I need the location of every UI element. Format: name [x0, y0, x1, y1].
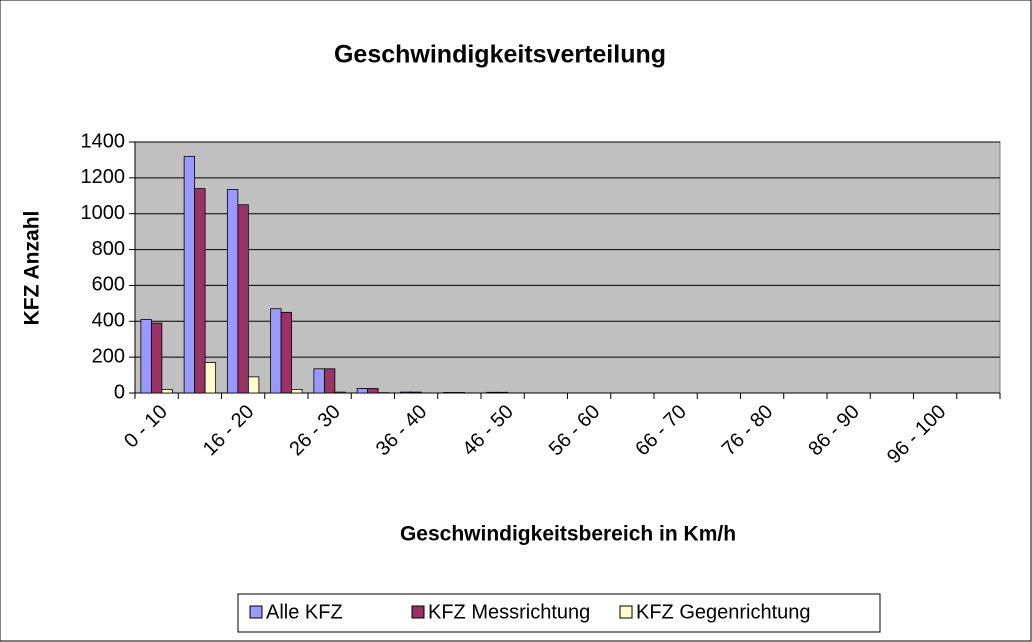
y-tick-label: 0	[114, 381, 125, 403]
bar	[183, 155, 196, 394]
y-tick-label: 1400	[81, 130, 126, 152]
bar	[280, 311, 293, 394]
y-tick-label: 600	[92, 274, 125, 296]
bar	[323, 368, 336, 394]
bar	[270, 308, 282, 394]
bar	[237, 204, 249, 394]
bar	[399, 391, 412, 394]
y-tick-label: 400	[92, 310, 125, 332]
x-axis-label: Geschwindigkeitsbereich in Km/h	[400, 523, 736, 546]
bar	[291, 389, 303, 394]
bar	[453, 392, 466, 394]
bar	[194, 188, 206, 394]
bar	[410, 391, 422, 394]
bar	[161, 389, 173, 394]
bar	[226, 189, 239, 394]
bar	[150, 322, 163, 394]
bar	[486, 391, 498, 394]
bar	[356, 388, 369, 394]
y-tick-label: 1000	[81, 202, 126, 224]
chart-title: Geschwindigkeitsverteilung	[334, 41, 666, 69]
legend-swatch	[619, 605, 633, 619]
y-tick-label: 200	[92, 345, 125, 367]
y-tick-label: 1200	[81, 166, 126, 188]
bar	[313, 368, 325, 394]
legend-label: KFZ Messrichtung	[428, 601, 590, 623]
bar	[140, 319, 152, 394]
bar	[204, 362, 217, 394]
legend-swatch	[249, 605, 263, 619]
bar	[367, 388, 379, 394]
bar	[247, 376, 260, 394]
y-tick-label: 800	[92, 238, 125, 260]
bar	[496, 391, 509, 394]
legend-label: Alle KFZ	[266, 601, 343, 623]
legend-swatch	[411, 605, 425, 619]
bar	[443, 392, 455, 394]
bar	[334, 391, 346, 394]
legend-box	[237, 593, 881, 633]
legend-label: KFZ Gegenrichtung	[636, 601, 811, 623]
y-axis-label: KFZ Anzahl	[21, 211, 44, 326]
plot-area	[134, 141, 1001, 394]
